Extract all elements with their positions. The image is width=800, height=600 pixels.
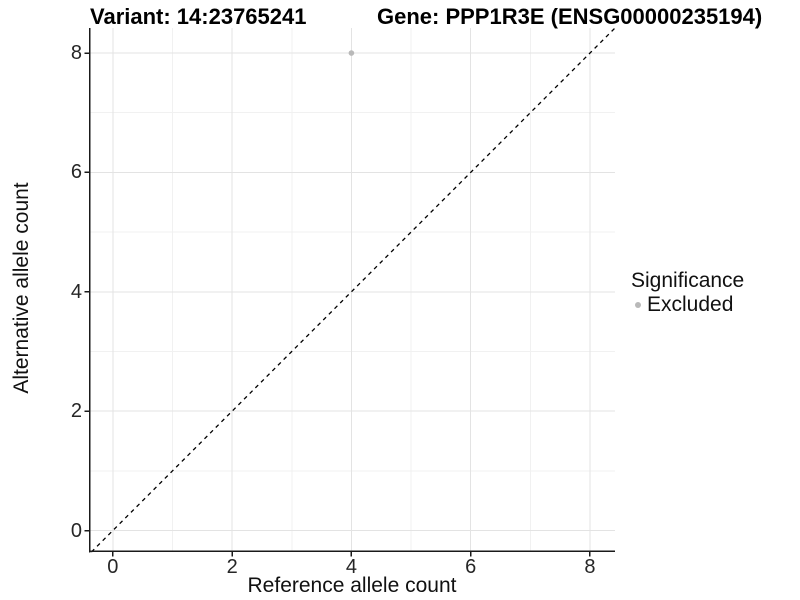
x-tick-label: 2 <box>226 556 238 578</box>
legend-entry: Excluded <box>631 293 744 316</box>
y-tick-label: 6 <box>70 161 82 184</box>
y-tick-label: 4 <box>70 280 82 303</box>
x-axis-title: Reference allele count <box>247 574 457 597</box>
legend: Significance Excluded <box>631 269 745 316</box>
legend-title: Significance <box>631 269 745 292</box>
legend-point-icon <box>635 302 641 308</box>
x-tick-label: 0 <box>107 556 119 578</box>
y-tick-label: 2 <box>70 400 82 423</box>
y-axis-title: Alternative allele count <box>10 182 33 394</box>
legend-entry-label: Excluded <box>647 293 734 316</box>
y-tick-label: 0 <box>70 519 82 542</box>
plot-title-gene: Gene: PPP1R3E (ENSG00000235194) <box>377 4 763 29</box>
plot-title-variant: Variant: 14:23765241 <box>90 4 307 29</box>
identity-line <box>90 27 616 553</box>
x-tick-label: 6 <box>465 556 477 578</box>
x-tick-label: 4 <box>345 556 357 578</box>
plot-area: 0 2 4 6 8 0 2 4 6 8 <box>71 27 616 578</box>
x-tick-label: 8 <box>584 556 596 578</box>
plot-panel <box>84 27 616 557</box>
y-tick-label: 8 <box>70 42 82 65</box>
data-point <box>348 50 355 56</box>
